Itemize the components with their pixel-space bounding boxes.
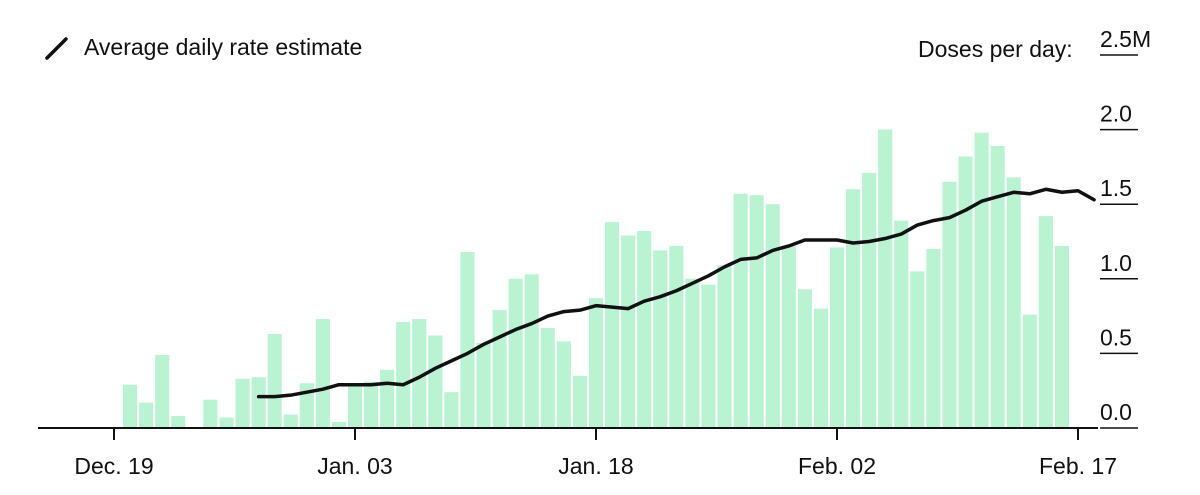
bar — [958, 156, 973, 428]
y-tick-label: 0.0 — [1100, 399, 1132, 425]
bar — [524, 274, 539, 428]
bar — [347, 384, 363, 428]
bar — [813, 308, 828, 428]
average-rate-line — [256, 187, 1096, 399]
bar — [251, 377, 266, 428]
bar — [829, 247, 845, 428]
bar — [621, 235, 636, 428]
x-tick-label: Feb. 17 — [1039, 453, 1117, 479]
legend-label: Average daily rate estimate — [84, 34, 363, 60]
bar — [990, 146, 1005, 428]
bar — [926, 248, 941, 428]
bar — [364, 381, 379, 428]
x-tick-label: Jan. 03 — [317, 453, 392, 479]
bar — [283, 414, 298, 428]
y-tick-label: 2.0 — [1100, 101, 1132, 127]
bar — [733, 193, 748, 428]
bar — [894, 220, 909, 428]
bar — [637, 231, 652, 428]
x-tick-label: Jan. 18 — [558, 453, 633, 479]
x-tick-label: Dec. 19 — [74, 453, 153, 479]
line-legend-icon — [45, 36, 68, 60]
bar — [669, 245, 684, 428]
bar — [717, 265, 732, 428]
bar — [267, 334, 282, 428]
bar — [331, 422, 346, 428]
bar — [540, 328, 555, 428]
bar — [974, 132, 989, 428]
bar — [781, 245, 796, 428]
bar-series — [123, 129, 1069, 428]
bar — [556, 341, 571, 428]
legend: Average daily rate estimate — [44, 34, 362, 61]
bar — [910, 271, 925, 428]
bar — [878, 129, 893, 428]
bar — [1054, 245, 1069, 428]
bar — [155, 354, 170, 428]
bar — [396, 322, 411, 428]
x-axis-ticks: Dec. 19 Jan. 03 Jan. 18 Feb. 02 Feb. 17 — [74, 428, 1117, 479]
bar — [765, 204, 780, 428]
bar — [846, 189, 861, 428]
bar — [123, 384, 138, 428]
y-axis-ticks: 0.0 0.5 1.0 1.5 2.0 2.5M — [1100, 26, 1151, 429]
bar — [605, 222, 620, 428]
bar — [588, 298, 604, 428]
x-tick-label: Feb. 02 — [798, 453, 876, 479]
bar — [412, 319, 427, 428]
bar — [1022, 314, 1037, 428]
y-tick-label: 1.0 — [1100, 250, 1132, 276]
bar — [444, 392, 459, 428]
bar — [139, 402, 154, 428]
bar — [749, 195, 764, 428]
bar — [1038, 216, 1053, 428]
bar — [862, 172, 877, 428]
bar — [235, 378, 250, 428]
bar — [171, 416, 186, 428]
bar — [701, 284, 716, 428]
bar — [476, 342, 491, 428]
y-tick-label: 2.5M — [1100, 26, 1151, 52]
bar — [685, 278, 700, 428]
y-tick-label: 0.5 — [1100, 324, 1132, 350]
bar — [380, 369, 395, 428]
y-axis-label: Doses per day: — [918, 36, 1073, 62]
bar — [572, 375, 587, 428]
bar — [1006, 177, 1021, 428]
bar — [203, 399, 218, 428]
bar — [492, 310, 507, 428]
y-tick-label: 1.5 — [1100, 175, 1132, 201]
bar — [428, 335, 443, 428]
bar — [460, 251, 475, 428]
bar — [508, 278, 523, 428]
bar — [653, 250, 668, 428]
bar — [797, 289, 812, 428]
bar — [942, 181, 957, 428]
bar — [315, 319, 330, 428]
bar — [219, 417, 234, 428]
